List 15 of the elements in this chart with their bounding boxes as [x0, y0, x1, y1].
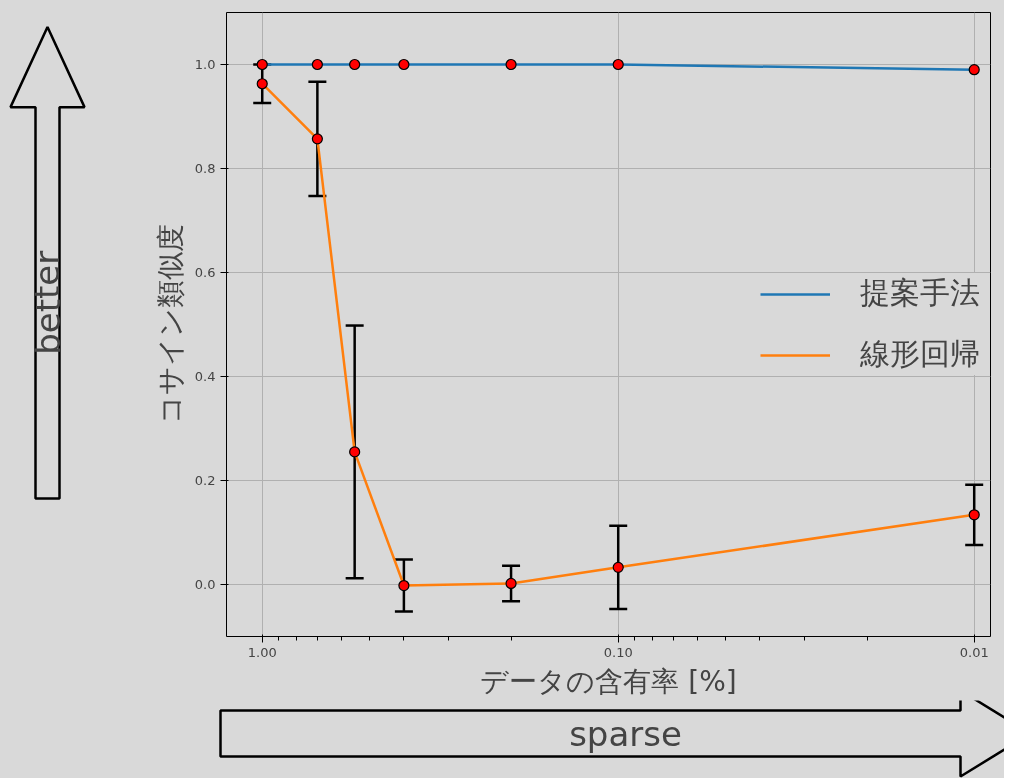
- legend-label: 線形回帰: [860, 335, 980, 373]
- y-tick-label: 1.0: [194, 57, 216, 72]
- text: sparse: [569, 713, 682, 754]
- y-tick-label: 0.6: [194, 265, 216, 280]
- legend-label: 提案手法: [860, 274, 980, 312]
- text: better: [27, 250, 68, 355]
- x-axis-title: データの含有率 [%]: [480, 664, 737, 698]
- x-tick-label: 0.10: [603, 644, 633, 660]
- y-tick-label: 0.0: [194, 577, 216, 592]
- x-tick-label: 1.00: [247, 644, 277, 660]
- y-tick-label: 0.4: [194, 369, 216, 384]
- y-tick-label: 0.2: [194, 473, 216, 488]
- y-axis-title: コサイン類似度: [153, 224, 187, 425]
- x-tick-label: 0.01: [959, 644, 989, 660]
- y-tick-label: 0.8: [194, 161, 216, 176]
